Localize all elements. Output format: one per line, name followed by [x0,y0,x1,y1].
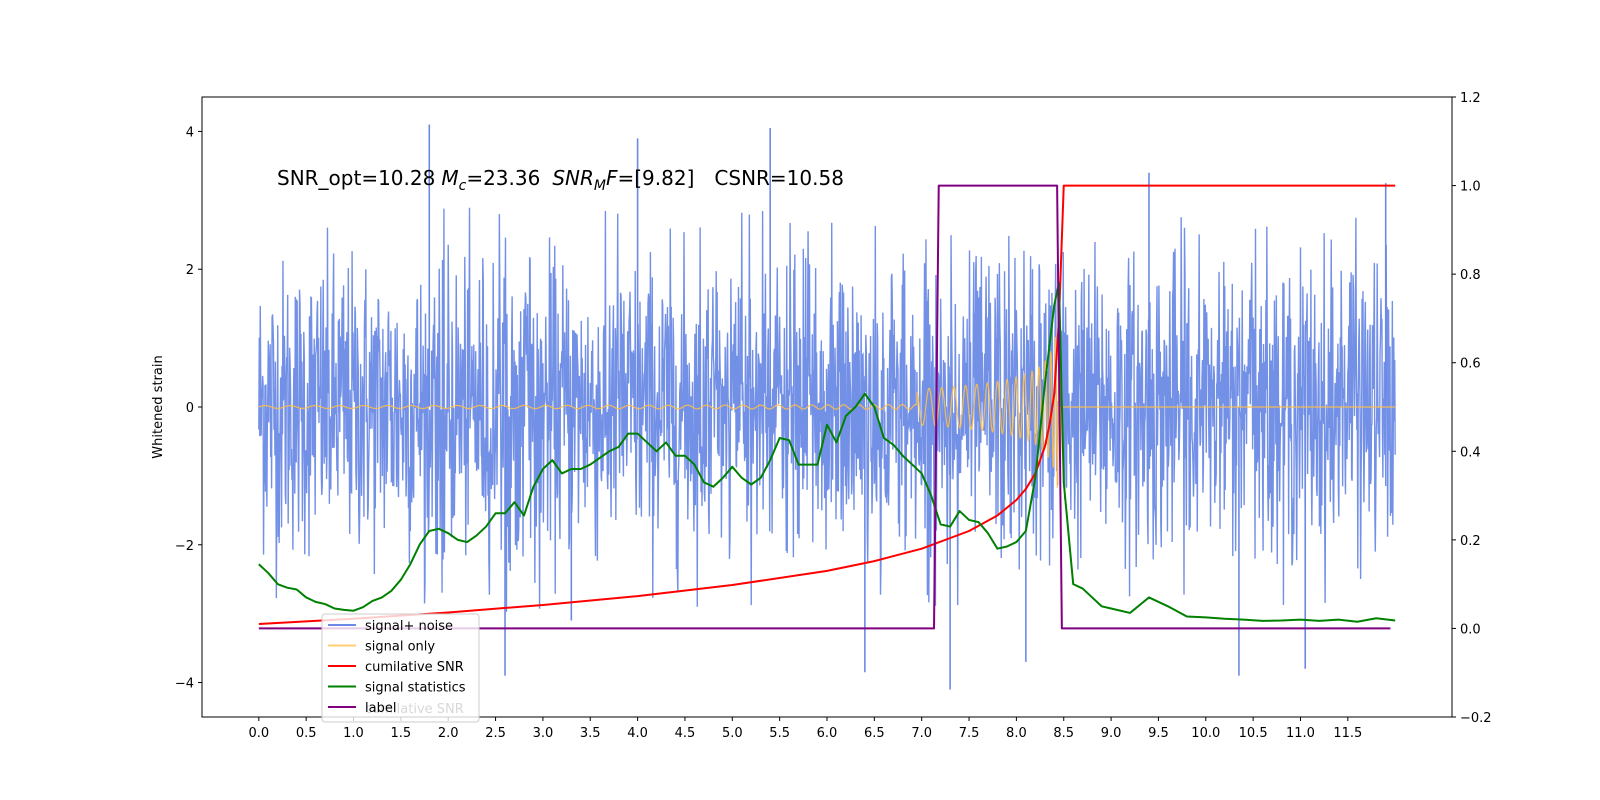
y-tick-label-left: 0 [186,401,194,416]
snr-annotation: SNR_opt=10.28 Mc=23.36 SNRMF=[9.82] CSNR=10… [277,166,844,194]
x-axis: 0.0 0.5 1.0 1.5 2.0 2.5 3.0 3.5 4.0 4.5 5.0 5.5 6.0 6… [248,717,1362,741]
y-tick-label-right: 0.6 [1460,357,1481,372]
legend: cumilative SNR signal+ noise signal only c… [321,613,480,723]
snr-opt-text: SNR_opt=10.28 [277,166,435,190]
series-signal-only [258,306,1396,488]
y-tick-label-left: −2 [175,539,194,554]
x-tick-label: 9.0 [1101,726,1122,741]
x-tick-label: 3.5 [580,726,601,741]
x-tick-label: 8.0 [1006,726,1027,741]
series-cumulative-snr [258,184,1396,625]
snrmf-subscript: M [594,178,606,194]
y-tick-label-left: 2 [186,263,194,278]
legend-label: signal statistics [365,681,466,696]
x-tick-label: 2.5 [485,726,506,741]
y-tick-label-right: 0.4 [1460,445,1481,460]
x-tick-label: 11.5 [1333,726,1362,741]
y-tick-label-right: 0.0 [1460,622,1481,637]
csnr-text: CSNR=10.58 [714,166,844,190]
x-tick-label: 6.0 [817,726,838,741]
x-tick-label: 0.0 [248,726,269,741]
series-signal-statistics [258,282,1396,623]
y-tick-label-right: 0.8 [1460,268,1481,283]
series-signal-noise [258,124,1396,690]
x-tick-label: 6.5 [864,726,885,741]
y-axis-label: Whitened strain [151,355,166,458]
y-tick-label-right: 0.2 [1460,534,1481,549]
y-tick-label-left: 4 [186,125,194,140]
x-tick-label: 5.0 [722,726,743,741]
x-tick-label: 3.0 [533,726,554,741]
x-tick-label: 1.0 [343,726,364,741]
x-tick-label: 4.5 [675,726,696,741]
x-tick-label: 0.5 [296,726,317,741]
plot-area [258,124,1396,690]
legend-label: signal only [365,640,435,655]
y-tick-label-left: −4 [175,677,194,692]
x-tick-label: 8.5 [1053,726,1074,741]
x-tick-label: 10.5 [1239,726,1268,741]
mc-value: =23.36 [466,166,540,190]
x-tick-label: 11.0 [1286,726,1315,741]
x-tick-label: 5.5 [769,726,790,741]
legend-ghost-text: cumilative SNR [365,702,464,717]
legend-label: signal+ noise [365,619,453,634]
mc-symbol: M [441,166,458,190]
legend-label: label [365,701,396,716]
y-tick-label-right: 1.2 [1460,91,1481,106]
x-tick-label: 4.0 [627,726,648,741]
snrmf-f: F [606,166,618,190]
legend-label: cumilative SNR [365,660,464,675]
mc-subscript: c [459,178,467,194]
x-tick-label: 7.0 [911,726,932,741]
x-tick-label: 7.5 [959,726,980,741]
y-axis-left: −4 −2 0 2 4 [175,125,202,692]
x-tick-label: 9.5 [1148,726,1169,741]
legend-box [321,613,480,723]
series-label [258,184,1391,630]
y-tick-label-right: −0.2 [1460,711,1492,726]
snrmf-symbol: SNR [552,166,594,190]
x-tick-label: 1.5 [391,726,412,741]
x-tick-label: 10.0 [1191,726,1220,741]
y-axis-right: −0.2 0.0 0.2 0.4 0.6 0.8 1.0 1.2 [1452,91,1492,726]
snrmf-value: =[9.82] [618,166,695,190]
x-tick-label: 2.0 [438,726,459,741]
y-tick-label-right: 1.0 [1460,180,1481,195]
